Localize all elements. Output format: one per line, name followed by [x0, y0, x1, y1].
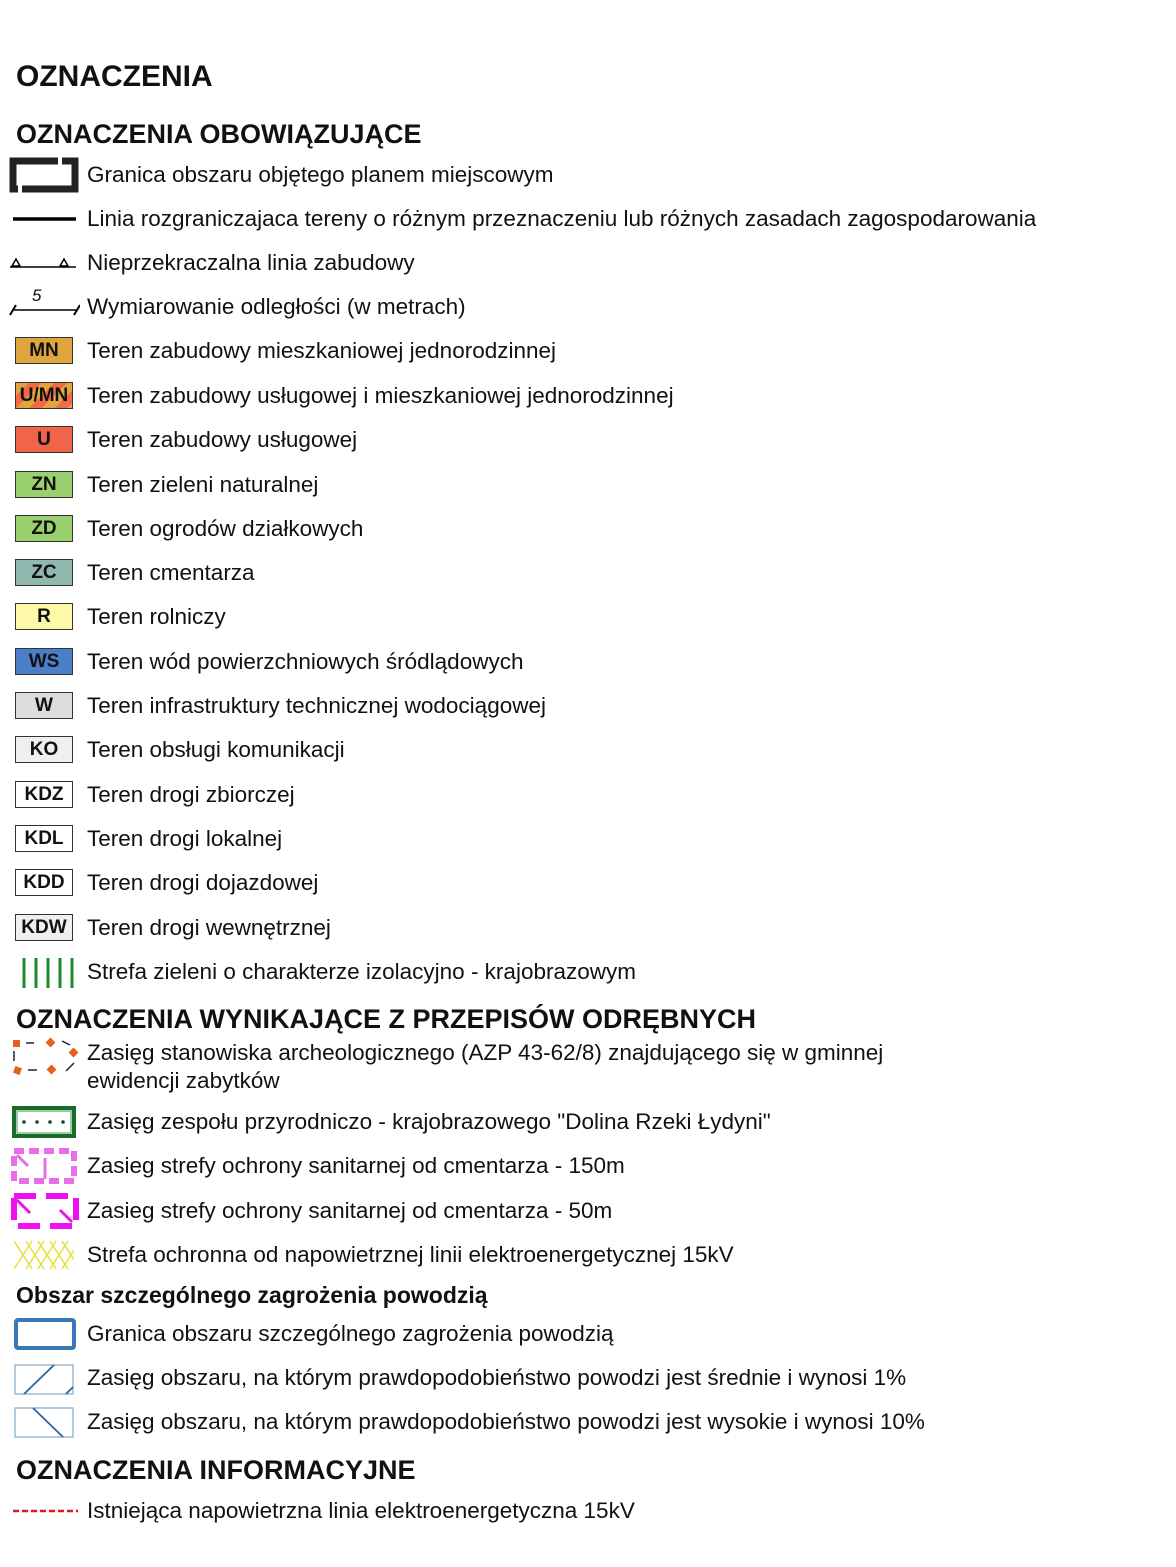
- archaeology-icon: [13, 1037, 79, 1075]
- legend-label: Teren zabudowy usługowej: [87, 427, 358, 452]
- legend-item: Strefa ochronna od napowietrznej linii e…: [0, 1235, 1176, 1275]
- dimension-value: 5: [32, 286, 42, 305]
- swatch-u-mn: U/MN: [15, 382, 73, 409]
- legend-label-continued: ewidencji zabytków: [87, 1068, 280, 1093]
- legend-item: KDZ Teren drogi zbiorczej: [0, 775, 1176, 815]
- legend-label: Teren infrastruktury technicznej wodocią…: [87, 693, 546, 718]
- legend-label: Zasieg strefy ochrony sanitarnej od cmen…: [87, 1198, 613, 1223]
- swatch-kdl: KDL: [15, 825, 73, 852]
- legend-item: KDL Teren drogi lokalnej: [0, 819, 1176, 859]
- legend-item: 5 Wymiarowanie odległości (w metrach): [0, 286, 1176, 327]
- legend-item: Zasieg strefy ochrony sanitarnej od cmen…: [0, 1191, 1176, 1231]
- legend-label: Linia rozgraniczajaca tereny o różnym pr…: [87, 206, 1037, 231]
- swatch-zc: ZC: [15, 559, 73, 586]
- legend-item: Zasięg stanowiska archeologicznego (AZP …: [0, 1037, 1176, 1093]
- plan-boundary-icon: [9, 157, 79, 193]
- legend-label: Teren ogrodów działkowych: [87, 516, 364, 541]
- dimension-icon: [9, 304, 80, 316]
- legend-label: Strefa zieleni o charakterze izolacyjno …: [87, 959, 636, 984]
- legend-item: Zasięg zespołu przyrodniczo - krajobrazo…: [0, 1102, 1176, 1142]
- swatch-w: W: [15, 692, 73, 719]
- legend-label: Teren rolniczy: [87, 604, 226, 629]
- swatch-kdd: KDD: [15, 869, 73, 896]
- legend-title: OZNACZENIA: [16, 60, 213, 93]
- legend-label: Teren wód powierzchniowych śródlądowych: [87, 649, 524, 674]
- legend-label: Teren cmentarza: [87, 560, 255, 585]
- legend-item: MN Teren zabudowy mieszkaniowej jednorodz…: [0, 331, 1176, 371]
- legend-item: Strefa zieleni o charakterze izolacyjno …: [0, 952, 1176, 992]
- section-informative: OZNACZENIA INFORMACYJNE: [16, 1455, 416, 1485]
- legend-item: U/MN Teren zabudowy usługowej i mieszkani…: [0, 376, 1176, 416]
- legend-item: KDD Teren drogi dojazdowej: [0, 863, 1176, 903]
- flood-boundary-icon: [14, 1318, 76, 1350]
- swatch-mn: MN: [15, 337, 73, 364]
- legend-label: Zasięg obszaru, na którym prawdopodobień…: [87, 1365, 907, 1390]
- legend-label: Teren obsługi komunikacji: [87, 737, 345, 762]
- legend-item: ZN Teren zieleni naturalnej: [0, 465, 1176, 505]
- swatch-kdw: KDW: [15, 914, 73, 941]
- legend-label: Teren drogi zbiorczej: [87, 782, 295, 807]
- powerline-icon: [13, 1509, 78, 1513]
- legend-label: Granica obszaru objętego planem miejscow…: [87, 162, 554, 187]
- legend-label: Strefa ochronna od napowietrznej linii e…: [87, 1242, 734, 1267]
- swatch-zd: ZD: [15, 515, 73, 542]
- swatch-kdz: KDZ: [15, 781, 73, 808]
- dividing-line-icon: [13, 217, 76, 221]
- cemetery-150-icon: [11, 1148, 77, 1184]
- nature-complex-icon: [12, 1106, 76, 1138]
- legend-item: Zasięg obszaru, na którym prawdopodobień…: [0, 1358, 1176, 1398]
- legend-item: Zasięg obszaru, na którym prawdopodobień…: [0, 1402, 1176, 1442]
- legend-label: Zasieg strefy ochrony sanitarnej od cmen…: [87, 1153, 625, 1178]
- powerline-zone-icon: [8, 1235, 80, 1275]
- swatch-zn: ZN: [15, 471, 73, 498]
- swatch-r: R: [15, 603, 73, 630]
- flood-1pct-icon: [14, 1364, 74, 1395]
- legend-item: W Teren infrastruktury technicznej wodoci…: [0, 686, 1176, 726]
- legend-label: Zasięg stanowiska archeologicznego (AZP …: [87, 1040, 884, 1065]
- building-line-icon: [10, 257, 76, 268]
- legend-label: Teren drogi lokalnej: [87, 826, 283, 851]
- legend-item: KDW Teren drogi wewnętrznej: [0, 908, 1176, 948]
- legend-label: Teren drogi dojazdowej: [87, 870, 319, 895]
- section-binding: OZNACZENIA OBOWIĄZUJĄCE: [16, 119, 422, 149]
- swatch-u: U: [15, 426, 73, 453]
- section-separate-regulations: OZNACZENIA WYNIKAJĄCE Z PRZEPISÓW ODRĘBN…: [16, 1004, 757, 1034]
- swatch-ws: WS: [15, 648, 73, 675]
- legend-item: Linia rozgraniczajaca tereny o różnym pr…: [0, 199, 1176, 239]
- legend-item: Zasieg strefy ochrony sanitarnej od cmen…: [0, 1146, 1176, 1186]
- legend-label: Teren zieleni naturalnej: [87, 472, 319, 497]
- cemetery-50-icon: [11, 1193, 79, 1229]
- legend-label: Zasięg zespołu przyrodniczo - krajobrazo…: [87, 1109, 771, 1134]
- legend-label: Granica obszaru szczególnego zagrożenia …: [87, 1321, 614, 1346]
- legend-label: Teren zabudowy usługowej i mieszkaniowej…: [87, 383, 674, 408]
- legend-label: Teren zabudowy mieszkaniowej jednorodzin…: [87, 338, 557, 363]
- section-flood: Obszar szczególnego zagrożenia powodzią: [16, 1282, 488, 1308]
- legend-item: Istniejąca napowietrzna linia elektroene…: [0, 1491, 1176, 1531]
- legend-item: Nieprzekraczalna linia zabudowy: [0, 243, 1176, 283]
- legend-label: Zasięg obszaru, na którym prawdopodobień…: [87, 1409, 925, 1434]
- legend-item: U Teren zabudowy usługowej: [0, 420, 1176, 460]
- legend-item: ZC Teren cmentarza: [0, 553, 1176, 593]
- legend-label: Wymiarowanie odległości (w metrach): [87, 294, 466, 319]
- legend-label: Teren drogi wewnętrznej: [87, 915, 331, 940]
- legend-item: Granica obszaru objętego planem miejscow…: [0, 155, 1176, 195]
- legend-item: R Teren rolniczy: [0, 597, 1176, 637]
- legend-item: KO Teren obsługi komunikacji: [0, 730, 1176, 770]
- legend-item: Granica obszaru szczególnego zagrożenia …: [0, 1314, 1176, 1354]
- legend-item: ZD Teren ogrodów działkowych: [0, 509, 1176, 549]
- legend-label: Nieprzekraczalna linia zabudowy: [87, 250, 415, 275]
- green-strips-icon: [22, 958, 74, 988]
- legend-item: WS Teren wód powierzchniowych śródlądowyc…: [0, 642, 1176, 682]
- flood-10pct-icon: [14, 1407, 74, 1438]
- legend-label: Istniejąca napowietrzna linia elektroene…: [87, 1498, 635, 1523]
- swatch-ko: KO: [15, 736, 73, 763]
